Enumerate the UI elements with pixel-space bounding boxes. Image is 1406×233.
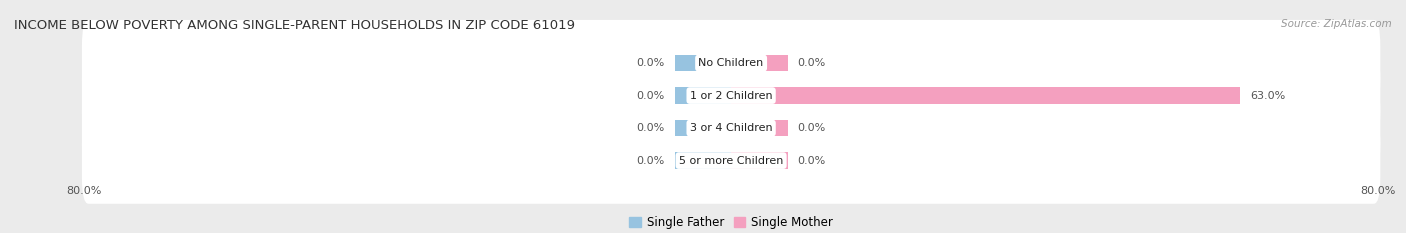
FancyBboxPatch shape: [82, 52, 1381, 139]
Text: No Children: No Children: [699, 58, 763, 68]
Bar: [675, 55, 731, 71]
Bar: [675, 120, 731, 136]
Text: 0.0%: 0.0%: [637, 156, 665, 166]
Text: 63.0%: 63.0%: [1250, 91, 1285, 101]
Legend: Single Father, Single Mother: Single Father, Single Mother: [628, 216, 834, 229]
FancyBboxPatch shape: [82, 117, 1381, 204]
Text: 0.0%: 0.0%: [637, 58, 665, 68]
Bar: [731, 55, 787, 71]
Bar: [731, 87, 1240, 104]
Bar: [731, 152, 787, 169]
Bar: [675, 152, 731, 169]
Text: 0.0%: 0.0%: [797, 123, 825, 133]
Text: 0.0%: 0.0%: [797, 156, 825, 166]
Text: 0.0%: 0.0%: [637, 123, 665, 133]
Text: Source: ZipAtlas.com: Source: ZipAtlas.com: [1281, 19, 1392, 29]
Text: 5 or more Children: 5 or more Children: [679, 156, 783, 166]
Text: 0.0%: 0.0%: [797, 58, 825, 68]
Bar: [731, 120, 787, 136]
Text: INCOME BELOW POVERTY AMONG SINGLE-PARENT HOUSEHOLDS IN ZIP CODE 61019: INCOME BELOW POVERTY AMONG SINGLE-PARENT…: [14, 19, 575, 32]
FancyBboxPatch shape: [82, 85, 1381, 171]
Bar: [675, 87, 731, 104]
Text: 3 or 4 Children: 3 or 4 Children: [690, 123, 772, 133]
FancyBboxPatch shape: [82, 20, 1381, 106]
Text: 0.0%: 0.0%: [637, 91, 665, 101]
Text: 1 or 2 Children: 1 or 2 Children: [690, 91, 772, 101]
